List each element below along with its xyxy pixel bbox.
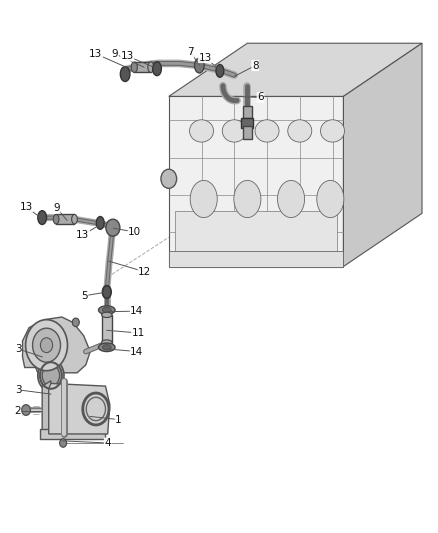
Polygon shape	[169, 43, 422, 96]
Ellipse shape	[102, 340, 112, 345]
Ellipse shape	[152, 62, 161, 76]
Bar	[102, 315, 112, 343]
Ellipse shape	[131, 62, 138, 72]
Ellipse shape	[99, 343, 115, 352]
Ellipse shape	[190, 180, 217, 217]
Circle shape	[72, 318, 79, 327]
Ellipse shape	[102, 345, 111, 350]
Circle shape	[32, 328, 60, 362]
Text: 13: 13	[121, 51, 134, 61]
Text: 4: 4	[104, 438, 111, 448]
Ellipse shape	[190, 120, 214, 142]
Circle shape	[161, 169, 177, 188]
Text: 2: 2	[14, 406, 21, 416]
Ellipse shape	[234, 180, 261, 217]
Circle shape	[106, 219, 120, 236]
Text: 8: 8	[252, 61, 258, 70]
Circle shape	[42, 365, 60, 386]
Ellipse shape	[38, 211, 46, 224]
Text: 3: 3	[15, 344, 21, 354]
Bar	[241, 118, 254, 128]
Bar	[134, 62, 151, 72]
Text: 13: 13	[198, 53, 212, 62]
Polygon shape	[343, 43, 422, 266]
Ellipse shape	[317, 180, 344, 217]
Text: 1: 1	[115, 415, 122, 425]
Text: 11: 11	[131, 328, 145, 338]
Ellipse shape	[99, 306, 115, 314]
Circle shape	[21, 405, 30, 415]
Ellipse shape	[194, 58, 204, 73]
Text: 13: 13	[89, 49, 102, 59]
Text: 14: 14	[130, 306, 144, 316]
Ellipse shape	[278, 180, 304, 217]
Text: 14: 14	[130, 346, 144, 357]
Circle shape	[60, 439, 67, 447]
Ellipse shape	[120, 67, 130, 82]
Circle shape	[25, 320, 67, 370]
Text: 13: 13	[76, 230, 89, 240]
Ellipse shape	[148, 62, 154, 72]
Ellipse shape	[53, 214, 59, 224]
Text: 9: 9	[112, 49, 118, 59]
Ellipse shape	[72, 214, 78, 224]
Ellipse shape	[96, 216, 104, 229]
Text: 13: 13	[19, 202, 33, 212]
Text: 9: 9	[53, 203, 60, 213]
Ellipse shape	[102, 312, 112, 318]
Ellipse shape	[321, 120, 345, 142]
Ellipse shape	[255, 120, 279, 142]
Ellipse shape	[102, 286, 111, 298]
Bar	[243, 126, 252, 139]
Polygon shape	[40, 429, 106, 439]
Circle shape	[38, 360, 64, 391]
Circle shape	[40, 338, 53, 353]
Polygon shape	[169, 96, 343, 266]
Text: 6: 6	[257, 92, 264, 102]
Polygon shape	[49, 383, 110, 434]
Polygon shape	[42, 381, 51, 439]
Bar	[243, 107, 252, 118]
Text: 10: 10	[128, 227, 141, 237]
Text: 3: 3	[15, 385, 21, 395]
Ellipse shape	[216, 64, 224, 77]
Text: 12: 12	[138, 267, 152, 277]
Text: 7: 7	[187, 47, 194, 57]
Bar	[56, 214, 74, 224]
Bar	[175, 211, 337, 259]
Ellipse shape	[222, 120, 246, 142]
Bar	[169, 251, 343, 266]
Text: 5: 5	[81, 290, 88, 301]
Ellipse shape	[102, 308, 111, 313]
Ellipse shape	[288, 120, 312, 142]
Polygon shape	[22, 317, 90, 373]
